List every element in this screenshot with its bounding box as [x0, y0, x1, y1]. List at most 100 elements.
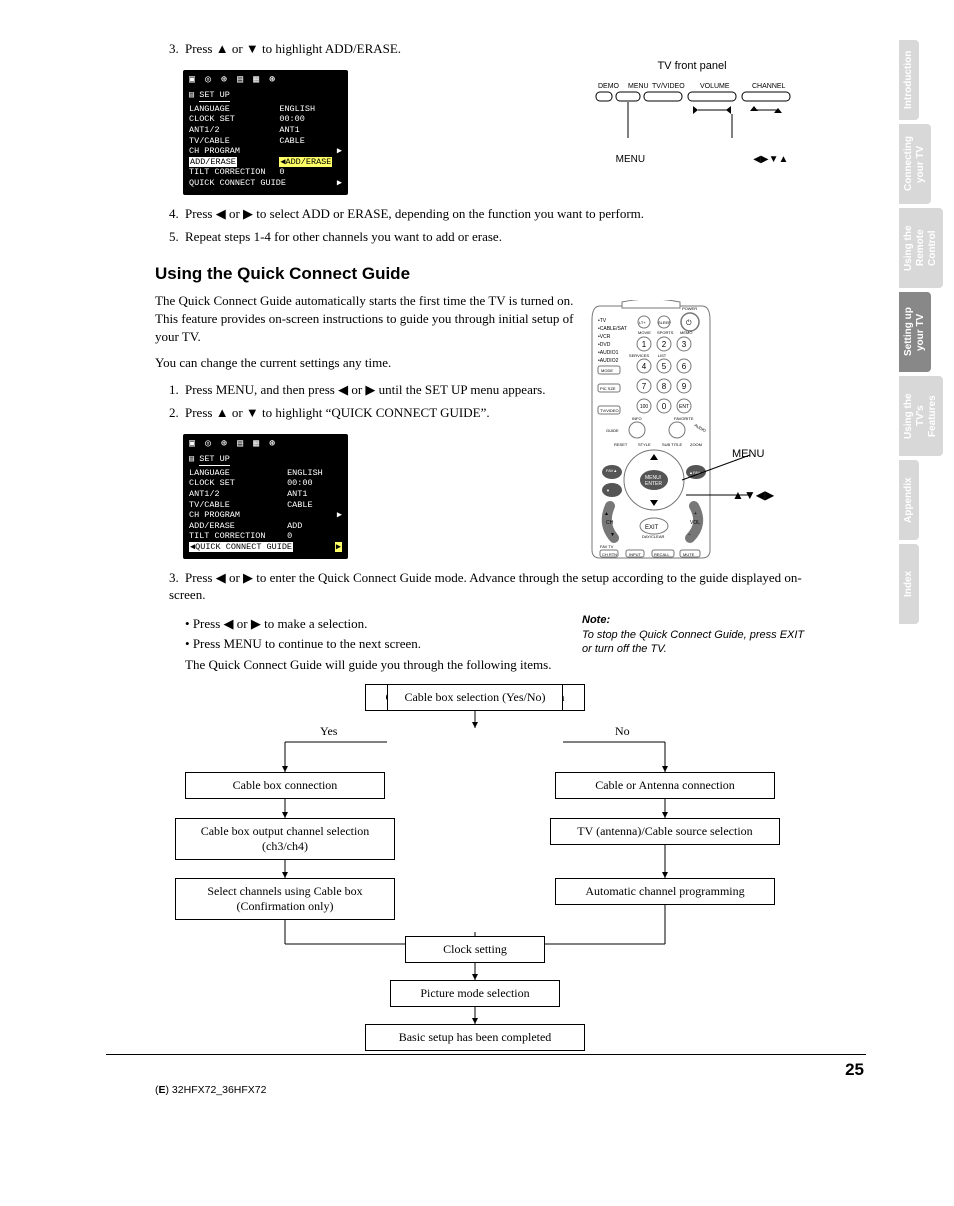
svg-text:RECALL: RECALL [654, 552, 670, 557]
svg-text:▲: ▲ [604, 511, 609, 517]
flow-yes: Yes [320, 724, 337, 739]
svg-text:SERVICES: SERVICES [629, 353, 649, 358]
svg-text:•AUDIO1: •AUDIO1 [598, 350, 619, 356]
svg-text:•TV: •TV [598, 318, 607, 324]
svg-text:EXIT: EXIT [645, 525, 659, 531]
tab-connecting[interactable]: Connecting your TV [899, 124, 931, 204]
qcg-flowchart: On-screen display language selection Cab… [155, 684, 795, 1084]
svg-text:ENTER: ENTER [645, 481, 662, 487]
svg-text:1: 1 [642, 340, 647, 349]
page-number: 25 [845, 1060, 864, 1080]
svg-text:5: 5 [662, 362, 667, 371]
svg-text:⏻: ⏻ [686, 319, 692, 327]
tab-index[interactable]: Index [899, 544, 919, 624]
flow-l1: Cable box connection [185, 772, 385, 799]
svg-text:CHANNEL: CHANNEL [752, 83, 786, 90]
osd-setup-add-erase: ▣ ◎ ⊕ ▤ ▦ ⊛ ▤ SET UP LANGUAGEENGLISH CLO… [183, 70, 348, 195]
svg-text:MOVIE: MOVIE [638, 330, 651, 335]
svg-text:7: 7 [642, 382, 647, 391]
steps-add-erase: 3.Press ▲ or ▼ to highlight ADD/ERASE. [169, 40, 805, 58]
svg-text:•AUDIO2: •AUDIO2 [598, 358, 619, 364]
step-num: 3. [169, 40, 185, 58]
svg-text:MENU: MENU [628, 83, 649, 90]
flow-l2: Cable box output channel selection (ch3/… [175, 818, 395, 860]
svg-text:FAVORITE: FAVORITE [674, 416, 694, 421]
remote-menu-label: MENU [732, 448, 764, 460]
main-column: 3.Press ▲ or ▼ to highlight ADD/ERASE. ▣… [155, 40, 805, 1084]
svg-text:LT+: LT+ [639, 320, 646, 325]
section-heading: Using the Quick Connect Guide [155, 264, 805, 284]
tv-panel-svg: DEMO MENU TV/VIDEO VOLUME CHANNEL [582, 78, 802, 148]
note-text: To stop the Quick Connect Guide, press E… [582, 628, 807, 657]
tab-features[interactable]: Using the TV's Features [899, 376, 943, 456]
svg-text:GUIDE: GUIDE [606, 428, 619, 433]
svg-text:PIC SZE: PIC SZE [600, 386, 616, 391]
svg-text:4: 4 [642, 362, 647, 371]
svg-text:100: 100 [640, 404, 649, 410]
svg-text:RESET: RESET [614, 442, 628, 447]
svg-text:TV/VIDEO: TV/VIDEO [652, 83, 685, 90]
svg-text:STYLE: STYLE [638, 442, 651, 447]
tv-front-panel-figure: TV front panel DEMO MENU TV/VIDEO VOLUME… [582, 60, 802, 165]
svg-text:▼: ▼ [606, 488, 610, 493]
svg-text:TV/VIDEO: TV/VIDEO [600, 408, 619, 413]
svg-text:−: − [688, 532, 691, 538]
flow-r3: Automatic channel programming [555, 878, 775, 905]
flow-l3: Select channels using Cable box (Confirm… [175, 878, 395, 920]
svg-text:ENT: ENT [679, 404, 689, 410]
svg-text:FAV▲: FAV▲ [606, 468, 617, 473]
chapter-tabs: Introduction Connecting your TV Using th… [899, 40, 954, 628]
osd-title: ▤ SET UP [189, 90, 342, 101]
closing-text: The Quick Connect Guide will guide you t… [185, 656, 805, 674]
svg-text:SUB TITLE: SUB TITLE [662, 442, 682, 447]
svg-text:VOLUME: VOLUME [700, 83, 730, 90]
flow-cablebox-q: Cable box selection (Yes/No) [387, 684, 563, 711]
svg-text:INFO: INFO [632, 416, 642, 421]
svg-text:MODE: MODE [601, 368, 613, 373]
svg-text:3: 3 [682, 340, 687, 349]
footer-model: (E)(E) 32HFX72_36HFX72 32HFX72_36HFX72 [155, 1084, 267, 1096]
note-heading: Note: [582, 614, 807, 626]
steps-qcg-3: 3.Press ◀ or ▶ to enter the Quick Connec… [169, 569, 805, 604]
svg-text:•DVD: •DVD [598, 342, 611, 348]
flow-clock: Clock setting [405, 936, 545, 963]
svg-text:2: 2 [662, 340, 667, 349]
svg-text:+: + [694, 511, 697, 517]
flow-no: No [615, 724, 630, 739]
svg-text:MEMO: MEMO [680, 330, 692, 335]
note-block: Note: To stop the Quick Connect Guide, p… [582, 614, 807, 657]
tab-appendix[interactable]: Appendix [899, 460, 919, 540]
svg-text:SPORTS: SPORTS [657, 330, 674, 335]
svg-text:FAV TV: FAV TV [600, 544, 614, 549]
svg-text:CH: CH [606, 520, 614, 526]
flow-r2: TV (antenna)/Cable source selection [550, 818, 780, 845]
svg-text:•CABLE/SAT: •CABLE/SAT [598, 326, 627, 332]
tv-menu-label: MENU [616, 154, 676, 165]
remote-svg: •TV •CABLE/SAT •VCR •DVD •AUDIO1 •AUDIO2… [582, 300, 762, 560]
svg-text:SLEEP: SLEEP [658, 320, 671, 325]
svg-text:POWER: POWER [682, 306, 697, 311]
svg-text:DAY/CLEAR: DAY/CLEAR [642, 534, 664, 539]
svg-text:DEMO: DEMO [598, 83, 620, 90]
svg-text:VOL: VOL [690, 520, 700, 526]
tab-setup[interactable]: Setting up your TV [899, 292, 931, 372]
remote-arrows-label: ▲▼◀▶ [732, 488, 774, 502]
tab-intro[interactable]: Introduction [899, 40, 919, 120]
tab-remote[interactable]: Using the Remote Control [899, 208, 943, 288]
svg-text:MUTE: MUTE [683, 552, 695, 557]
svg-text:8: 8 [662, 382, 667, 391]
steps-add-erase-cont: 4.Press ◀ or ▶ to select ADD or ERASE, d… [169, 205, 805, 246]
flow-r1: Cable or Antenna connection [555, 772, 775, 799]
svg-text:INPUT: INPUT [629, 552, 642, 557]
osd-tab-icons: ▣ ◎ ⊕ ▤ ▦ ⊛ [189, 75, 342, 88]
svg-text:•VCR: •VCR [598, 334, 611, 340]
tv-arrows-label: ◀▶▼▲ [708, 154, 788, 165]
svg-text:▼: ▼ [610, 532, 615, 538]
svg-text:ZOOM: ZOOM [690, 442, 702, 447]
osd-setup-qcg: ▣ ◎ ⊕ ▤ ▦ ⊛ ▤ SET UP LANGUAGEENGLISH CLO… [183, 434, 348, 559]
svg-text:6: 6 [682, 362, 687, 371]
step-text: Press ▲ or ▼ to highlight ADD/ERASE. [185, 41, 401, 56]
svg-text:LIST: LIST [658, 353, 667, 358]
flow-picture: Picture mode selection [390, 980, 560, 1007]
svg-text:0: 0 [662, 402, 667, 411]
